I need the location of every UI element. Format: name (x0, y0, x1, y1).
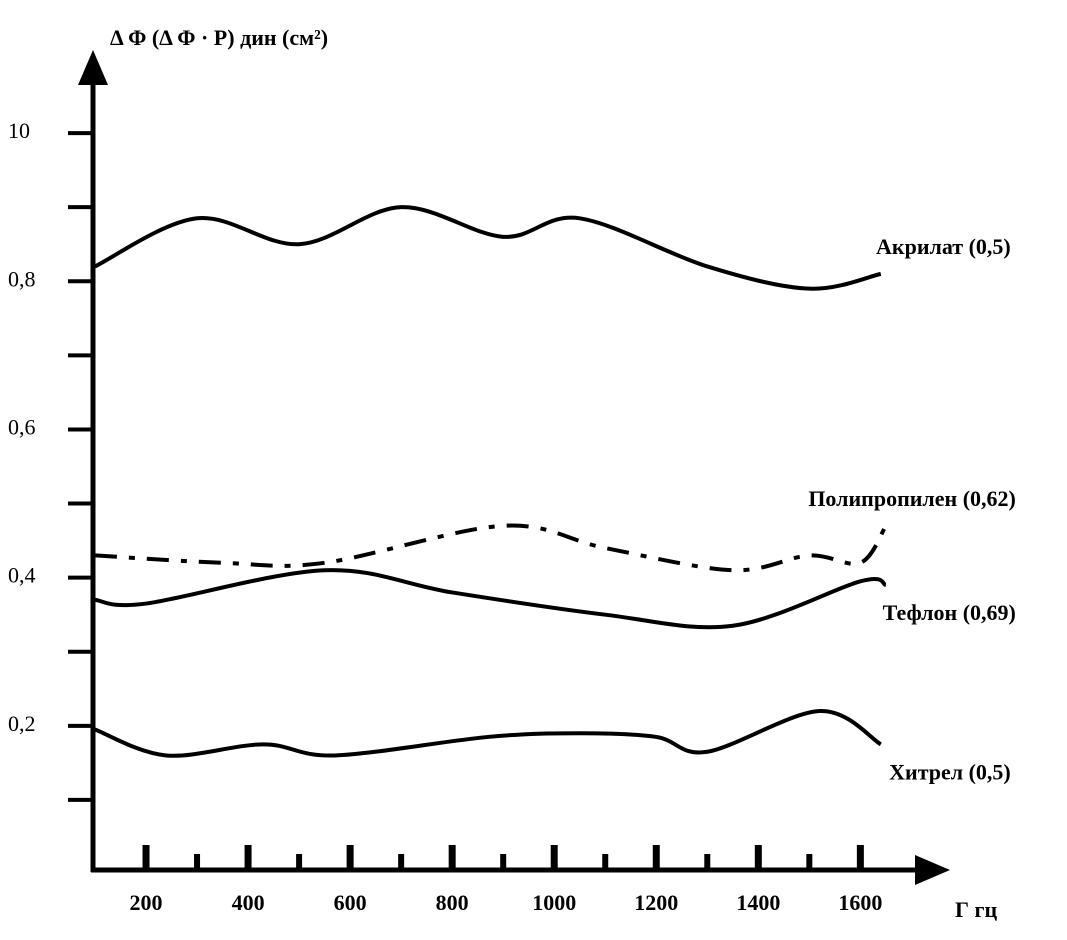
series-label: Полипропилен (0,62) (808, 486, 1016, 511)
series-label: Акрилат (0,5) (876, 234, 1011, 259)
x-tick-label: 600 (334, 890, 367, 915)
series-line (94, 568, 887, 630)
x-tick-label: 1600 (838, 890, 882, 915)
x-axis-label: Г гц (955, 897, 997, 922)
x-tick-label: 1200 (634, 890, 678, 915)
y-tick-label: 0,6 (8, 415, 36, 440)
y-axis-label: Δ Φ (Δ Φ · P) дин (см²) (110, 25, 328, 50)
series-label: Хитрел (0,5) (889, 759, 1011, 784)
y-axis-arrow (78, 50, 108, 85)
x-tick-label: 1400 (736, 890, 780, 915)
x-tick-label: 1000 (532, 890, 576, 915)
y-tick-label: 0,8 (8, 266, 36, 291)
y-tick-label: 0,4 (8, 563, 36, 588)
y-tick-label: 10 (8, 118, 30, 143)
series-line (94, 523, 888, 573)
x-tick-label: 800 (436, 890, 469, 915)
series-line (94, 205, 882, 291)
x-tick-label: 200 (130, 890, 163, 915)
x-tick-label: 400 (232, 890, 265, 915)
series-line (94, 708, 882, 758)
series-label: Тефлон (0,69) (883, 600, 1016, 625)
y-tick-label: 0,2 (8, 711, 36, 736)
x-axis-arrow (915, 855, 950, 885)
